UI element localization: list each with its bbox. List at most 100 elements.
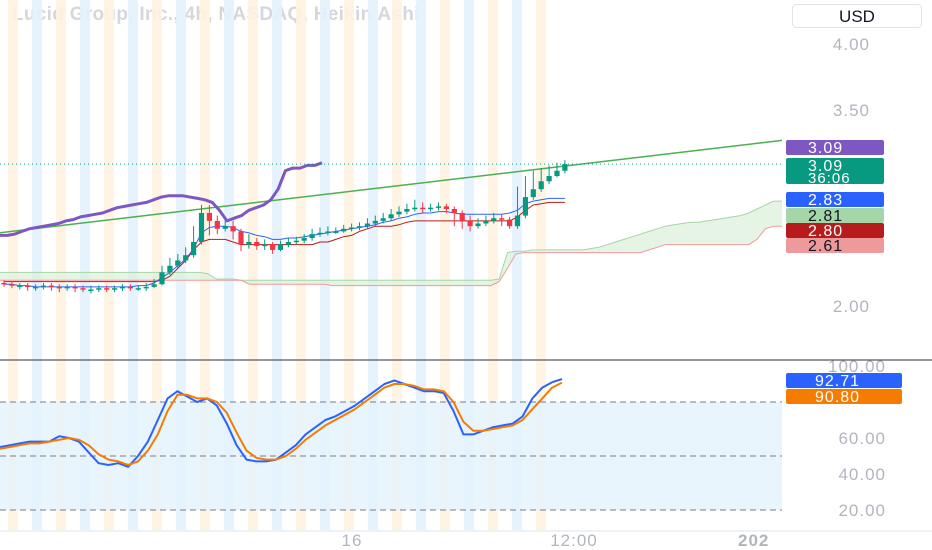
candle-body: [333, 231, 339, 233]
candle-body: [428, 207, 434, 210]
candle-body: [412, 207, 418, 210]
price-label-box: [786, 223, 884, 238]
session-band: [368, 0, 378, 530]
candle-body: [522, 197, 528, 216]
indicator-lines: [0, 161, 782, 288]
candle-body: [64, 286, 70, 289]
candle-body: [396, 211, 402, 215]
candle-body: [88, 289, 94, 292]
candle-body: [293, 240, 299, 243]
session-band: [320, 0, 330, 530]
session-band: [416, 0, 426, 530]
candle-body: [230, 226, 236, 232]
candle-body: [388, 214, 394, 219]
session-band: [32, 0, 42, 530]
candle-body: [546, 176, 552, 182]
time-tick-label: 202: [738, 531, 769, 550]
cloud-area: [0, 200, 782, 287]
candle-body: [491, 218, 497, 221]
candle-body: [270, 244, 276, 250]
candle-body: [372, 220, 378, 224]
candle-body: [127, 286, 133, 289]
candle-body: [262, 244, 268, 247]
price-label-text: 2.81: [808, 208, 843, 225]
candle-body: [17, 285, 23, 288]
price-label-text: 3.09: [808, 158, 843, 175]
session-band: [536, 0, 546, 530]
session-band: [128, 0, 138, 530]
cloud-fill: [0, 201, 782, 286]
session-band: [80, 0, 90, 530]
session-band: [8, 0, 18, 530]
session-band: [56, 0, 66, 530]
candle-body: [356, 226, 363, 228]
session-band: [248, 0, 258, 530]
cloud-lower-line: [0, 225, 782, 287]
stochastic-tick-label: 40.00: [838, 465, 886, 484]
candle-body: [56, 286, 62, 289]
candle-body: [483, 220, 489, 224]
stochastic-tick-label: 60.00: [838, 429, 886, 448]
session-band: [104, 0, 114, 530]
candle-body: [112, 288, 118, 290]
candle-body: [364, 223, 370, 227]
price-label-text: 2.61: [808, 238, 843, 255]
candle-body: [183, 255, 189, 261]
candle-body: [562, 164, 568, 171]
price-tick-label: 2.00: [833, 297, 870, 316]
candle-body: [104, 288, 110, 290]
candle-body: [96, 288, 102, 290]
candle-body: [135, 288, 141, 290]
time-tick-label: 12:00: [550, 531, 598, 550]
stochastic-value-text: 90.80: [815, 389, 860, 406]
candle-body: [341, 228, 347, 232]
stochastic-k-line: [0, 378, 563, 468]
session-band: [200, 0, 210, 530]
candlestick-series: [1, 160, 568, 294]
session-band: [224, 0, 234, 530]
candle-body: [349, 227, 355, 229]
candle-body: [48, 285, 54, 288]
candle-body: [285, 242, 291, 245]
session-band: [512, 0, 522, 530]
price-label-text: 2.83: [808, 192, 843, 209]
stochastic-value-box: [786, 389, 902, 404]
price-label-box: [786, 238, 884, 253]
session-band: [296, 0, 306, 530]
currency-button[interactable]: USD: [792, 4, 922, 28]
candle-body: [499, 218, 505, 220]
candle-body: [325, 231, 331, 233]
grid-lines: [0, 359, 932, 532]
price-label-box: [786, 140, 884, 155]
price-label-text: 2.80: [808, 223, 843, 240]
candle-body: [317, 232, 323, 235]
candle-body: [159, 272, 165, 285]
countdown-label-text: 36:06: [808, 170, 851, 187]
candle-body: [380, 218, 386, 221]
session-band: [152, 0, 162, 530]
candle-body: [301, 238, 307, 241]
candle-body: [40, 285, 47, 288]
session-band: [464, 0, 474, 530]
session-band: [392, 0, 402, 530]
price-tick-label: 4.00: [833, 35, 870, 54]
candle-body: [514, 215, 521, 227]
candle-body: [9, 284, 15, 286]
candle-body: [404, 209, 410, 212]
stochastic-tick-label: 20.00: [838, 501, 886, 520]
candle-body: [25, 285, 31, 288]
candle-body: [467, 220, 473, 227]
price-label-box: [786, 158, 884, 184]
session-band: [440, 0, 450, 530]
candle-body: [451, 209, 457, 213]
blue-conversion-line: [4, 197, 565, 288]
candle-body: [277, 244, 284, 250]
candle-body: [554, 170, 560, 176]
session-band: [344, 0, 354, 530]
candle-body: [459, 212, 465, 221]
candle-body: [206, 212, 212, 221]
price-axis: 4.00 3.50 2.00 100.00 60.00 40.00 20.00: [828, 35, 886, 520]
candle-body: [530, 189, 536, 198]
session-band: [272, 0, 282, 530]
